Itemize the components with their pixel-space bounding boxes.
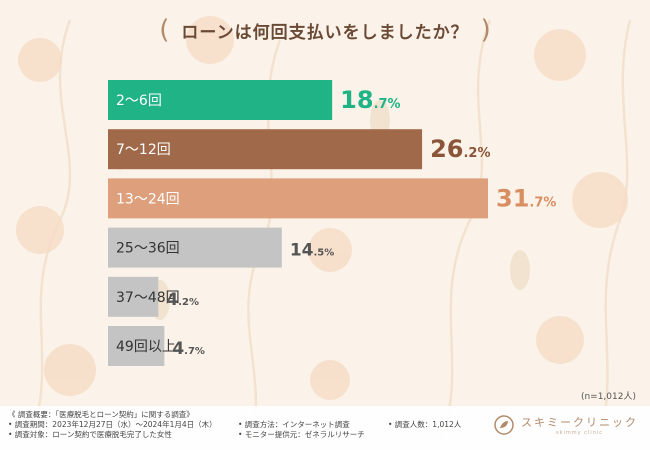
value-label: 18.7% <box>340 86 400 114</box>
footer-note: 《 調査概要：「医療脱毛とローン契約」に関する調査》 <box>8 410 194 419</box>
footer-note: • 調査期間：2023年12月27日（水）〜2024年1月4日（木） <box>8 420 217 429</box>
footer-note: • 調査対象：ローン契約で医療脱毛完了した女性 <box>8 430 172 439</box>
bar <box>108 80 333 120</box>
bar <box>108 276 159 317</box>
bar <box>108 326 165 366</box>
category-label: 37〜48回 <box>116 290 180 306</box>
footer-note: • 調査人数：1,012人 <box>388 420 462 429</box>
leaf-icon <box>494 415 514 435</box>
bar <box>108 227 282 268</box>
value-label: 14.5% <box>290 241 334 261</box>
value-label: 31.7% <box>496 184 556 212</box>
chart-title-wrap: ( ローンは何回支払いをしましたか？ ) <box>0 10 650 50</box>
value-label: 26.2% <box>430 135 490 163</box>
logo-subtext: skimmy clinic <box>555 430 603 436</box>
bar <box>108 129 423 170</box>
value-label: 4.2% <box>166 290 199 310</box>
category-label: 49回以上 <box>116 339 176 355</box>
clinic-logo: スキミークリニック skimmy clinic <box>493 414 638 436</box>
survey-footer: 《 調査概要：「医療脱毛とローン契約」に関する調査》 • 調査期間：2023年1… <box>0 406 650 450</box>
footer-note: • 調査方法：インターネット調査 <box>238 420 350 429</box>
footer-note: • モニター提供元：ゼネラルリサーチ <box>238 430 365 439</box>
category-label: 2〜6回 <box>116 93 162 109</box>
title-paren-left: ( <box>159 15 170 45</box>
category-label: 7〜12回 <box>116 142 171 158</box>
title-paren-right: ) <box>480 15 491 45</box>
value-label: 4.7% <box>172 339 205 359</box>
bar <box>108 178 488 219</box>
logo-text: スキミークリニック <box>521 416 638 429</box>
chart-title: ローンは何回支払いをしましたか？ <box>181 22 469 43</box>
category-label: 25〜36回 <box>116 241 180 257</box>
sample-size-label: (n=1,012人) <box>580 392 636 402</box>
category-label: 13〜24回 <box>116 191 180 207</box>
